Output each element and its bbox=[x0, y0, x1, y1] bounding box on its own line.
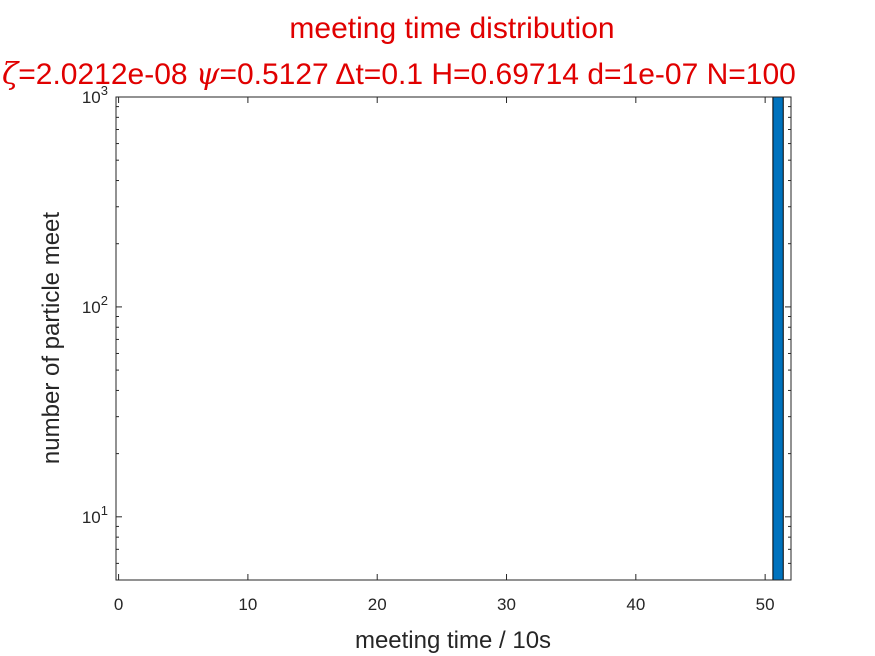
plot-background bbox=[116, 97, 791, 580]
x-tick-label: 20 bbox=[368, 595, 387, 614]
plot-area bbox=[115, 96, 792, 581]
y-tick-label: 101 bbox=[82, 503, 108, 527]
x-axis-label: meeting time / 10s bbox=[355, 627, 551, 654]
x-tick-label: 10 bbox=[238, 595, 257, 614]
x-tick-label: 0 bbox=[114, 595, 123, 614]
tick-labels: 0 10 20 30 40 50 101 102 103 bbox=[82, 83, 775, 614]
subtitle-rest: Δt=0.1 H=0.69714 d=1e-07 N=100 bbox=[335, 58, 795, 91]
chart-subtitle: ζ=2.0212e-08 ψ=0.5127 Δt=0.1 H=0.69714 d… bbox=[2, 57, 796, 92]
x-tick-label: 50 bbox=[756, 595, 775, 614]
x-tick-label: 30 bbox=[497, 595, 516, 614]
chart-title: meeting time distribution bbox=[289, 12, 614, 45]
psi-symbol: ψ bbox=[196, 57, 220, 92]
plot-frame bbox=[115, 96, 792, 581]
y-axis-label: number of particle meet bbox=[38, 212, 65, 464]
y-tick-label: 103 bbox=[82, 83, 108, 107]
psi-value: =0.5127 bbox=[219, 58, 335, 91]
x-tick-label: 40 bbox=[626, 595, 645, 614]
zeta-symbol: ζ bbox=[2, 57, 20, 92]
bar bbox=[772, 96, 784, 581]
y-tick-label: 102 bbox=[82, 293, 108, 317]
bars bbox=[772, 96, 784, 581]
zeta-value: =2.0212e-08 bbox=[18, 58, 196, 91]
